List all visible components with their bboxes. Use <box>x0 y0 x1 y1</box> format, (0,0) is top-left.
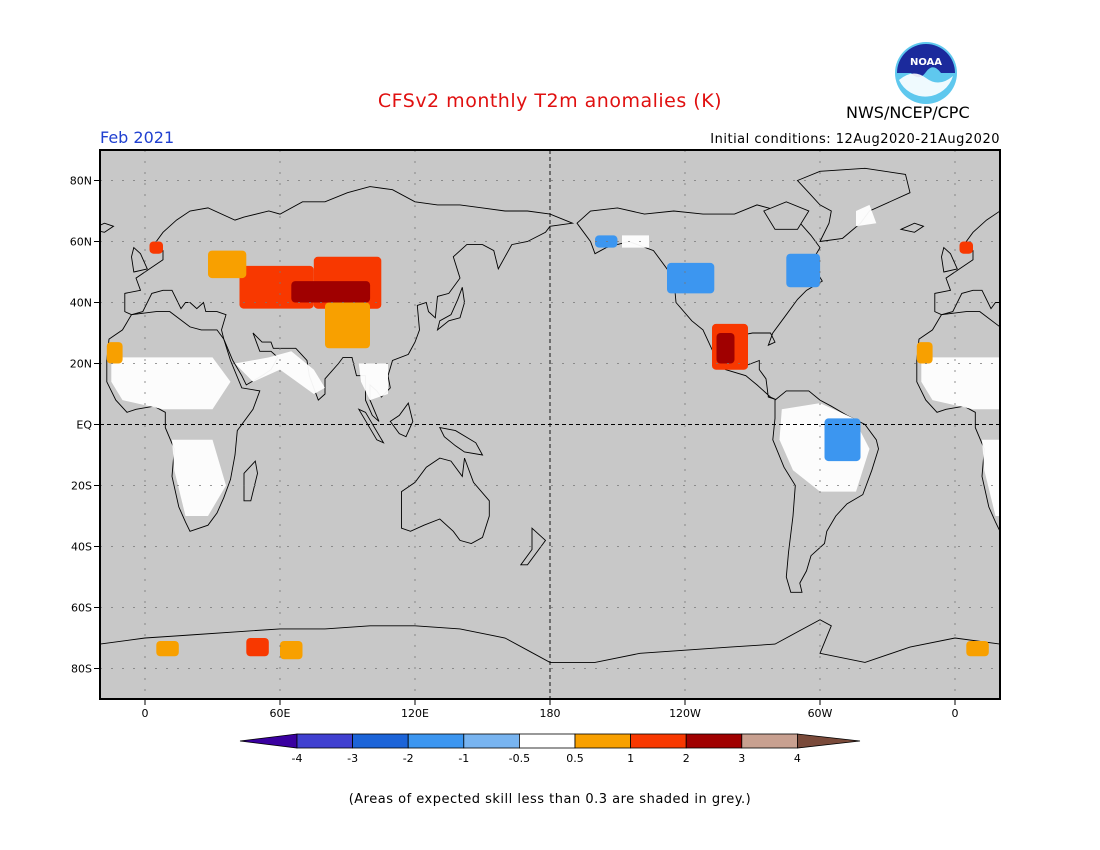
landmass-madagascar <box>243 460 258 502</box>
colorbar-label: 2 <box>683 752 690 765</box>
landmass-borneo <box>389 402 414 438</box>
lon-tick-label: 60E <box>270 707 291 720</box>
skill-area-greenland-white <box>856 204 877 227</box>
landmass-uk-wrap <box>941 246 958 273</box>
anomaly-antarctica-2 <box>280 641 303 660</box>
colorbar-label: -1 <box>458 752 469 765</box>
anomaly-central-asia-core <box>291 281 371 303</box>
landmass-iceland <box>100 222 115 233</box>
lon-tick-label: 180 <box>540 707 561 720</box>
landmass-eurasia-wrap <box>934 210 1000 316</box>
lon-tick-label: 120E <box>401 707 429 720</box>
colorbar-label: 3 <box>738 752 745 765</box>
chart-title: CFSv2 monthly T2m anomalies (K) <box>377 90 723 112</box>
landmass-sumatra <box>357 408 385 444</box>
colorbar-upper-arrow <box>797 733 861 749</box>
footnote: (Areas of expected skill less than 0.3 a… <box>348 792 752 807</box>
noaa-logo: NOAA <box>895 42 957 104</box>
colorbar-label: -2 <box>403 752 414 765</box>
colorbar-label: 0.5 <box>566 752 584 765</box>
colorbar-label: 1 <box>627 752 634 765</box>
colorbar-label: 4 <box>794 752 801 765</box>
lat-tick-label: EQ <box>76 419 92 432</box>
anomaly-antarctica-1 <box>246 638 269 657</box>
skill-area-southern-africa-wrap <box>982 439 1000 516</box>
lon-tick-label: 0 <box>952 707 959 720</box>
colorbar-label: -3 <box>347 752 358 765</box>
anomaly-mexico-core <box>716 333 735 364</box>
lat-tick-label: 20N <box>70 358 92 371</box>
skill-area-indochina <box>358 363 388 401</box>
skill-area-alaska-white <box>622 235 649 248</box>
organization-label: NWS/NCEP/CPC <box>846 103 970 122</box>
landmass-baffin <box>763 201 810 230</box>
anomaly-tibet <box>325 302 370 349</box>
anomaly-scandinavia-wrap <box>959 241 973 254</box>
landmass-new-guinea <box>438 426 484 456</box>
landmass-uk <box>131 246 148 273</box>
anomaly-west-africa-wrap <box>916 342 933 364</box>
colorbar-bin <box>519 733 576 749</box>
colorbar-lower-arrow <box>239 733 298 749</box>
anomaly-west-africa <box>106 342 123 364</box>
colorbar-label: -0.5 <box>509 752 530 765</box>
forecast-month: Feb 2021 <box>100 128 175 147</box>
skill-area-sahara-band-wrap <box>921 357 1000 410</box>
skill-area-sahara-band <box>111 357 231 410</box>
initial-conditions: Initial conditions: 12Aug2020-21Aug2020 <box>710 132 1000 147</box>
colorbar-bin <box>685 733 743 749</box>
colorbar-label: -4 <box>292 752 303 765</box>
colorbar-bin <box>296 733 353 749</box>
colorbar-bin <box>741 733 798 749</box>
landmass-new-zealand <box>519 527 547 566</box>
landmass-iceland-wrap <box>899 222 925 233</box>
lat-tick-label: 60N <box>70 236 92 249</box>
world-map: 80N 60N 40N 20N EQ 20S 40S 60S 80S 0 60E 120E 180 120… <box>70 149 1001 720</box>
colorbar-bin <box>574 733 631 749</box>
lat-tick-label: 20S <box>71 480 92 493</box>
lat-tick-label: 40N <box>70 297 92 310</box>
anomaly-amazon <box>824 418 861 462</box>
landmass-australia <box>401 457 490 544</box>
colorbar: -4 -3 -2 -1 -0.5 0.5 1 2 3 4 <box>239 733 861 765</box>
lat-tick-label: 60S <box>71 602 92 615</box>
lat-tick-label: 80N <box>70 175 92 188</box>
anomaly-eastern-europe <box>208 250 247 279</box>
landmass-japan <box>436 287 465 332</box>
lon-tick-label: 0 <box>142 707 149 720</box>
colorbar-bin <box>463 733 520 749</box>
colorbar-bin <box>407 733 465 749</box>
anomaly-scandinavia <box>149 241 163 254</box>
anomaly-north-america-west <box>667 262 715 294</box>
lat-tick-label: 40S <box>71 541 92 554</box>
colorbar-bin <box>352 733 409 749</box>
landmass-antarctica <box>100 619 1000 699</box>
lat-tick-label: 80S <box>71 663 92 676</box>
anomaly-north-america-east <box>786 253 821 288</box>
skill-area-southern-africa <box>172 439 226 516</box>
lon-tick-label: 60W <box>808 707 833 720</box>
colorbar-bin <box>630 733 687 749</box>
anomaly-antarctica-3 <box>156 641 179 657</box>
anomaly-antarctica-3-wrap <box>966 641 989 657</box>
lon-tick-label: 120W <box>669 707 701 720</box>
skill-area-arabia-india <box>235 351 325 394</box>
logo-text: NOAA <box>910 57 942 68</box>
